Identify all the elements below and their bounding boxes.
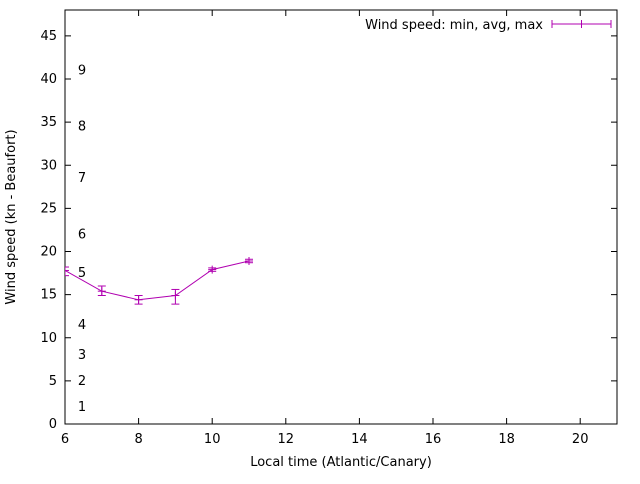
beaufort-label: 1 — [78, 400, 86, 415]
beaufort-label: 9 — [78, 63, 86, 78]
y-axis-title: Wind speed (kn - Beaufort) — [4, 129, 19, 304]
y-tick-label: 30 — [40, 158, 57, 173]
beaufort-label: 7 — [78, 171, 86, 186]
wind-series — [65, 256, 253, 305]
x-tick-label: 12 — [278, 432, 295, 447]
avg-line — [65, 260, 250, 301]
beaufort-label: 4 — [78, 318, 86, 333]
y-tick-label: 10 — [40, 331, 57, 346]
x-tick-label: 18 — [498, 432, 515, 447]
legend-label: Wind speed: min, avg, max — [365, 18, 543, 33]
x-axis-title: Local time (Atlantic/Canary) — [250, 455, 432, 470]
y-tick-label: 20 — [40, 245, 57, 260]
beaufort-label: 2 — [78, 374, 86, 389]
y-tick-label: 0 — [49, 417, 57, 432]
beaufort-label: 3 — [78, 348, 86, 363]
y-tick-label: 45 — [40, 29, 57, 44]
beaufort-label: 8 — [78, 119, 86, 134]
x-tick-label: 8 — [134, 432, 142, 447]
y-tick-label: 15 — [40, 288, 57, 303]
y-tick-label: 25 — [40, 201, 57, 216]
beaufort-label: 6 — [78, 227, 86, 242]
y-tick-label: 35 — [40, 115, 57, 130]
x-tick-label: 20 — [572, 432, 589, 447]
x-tick-label: 14 — [351, 432, 368, 447]
plot-area: 6 8 10 12 14 16 18 2005101520253035404512345678… — [40, 9, 618, 447]
x-tick-label: 16 — [425, 432, 442, 447]
x-tick-label: 6 — [61, 432, 69, 447]
x-tick-label: 10 — [204, 432, 221, 447]
legend-sample — [551, 20, 612, 28]
plot-border — [64, 9, 618, 425]
y-tick-label: 40 — [40, 72, 57, 87]
y-tick-label: 5 — [49, 374, 57, 389]
beaufort-label: 5 — [78, 266, 86, 281]
